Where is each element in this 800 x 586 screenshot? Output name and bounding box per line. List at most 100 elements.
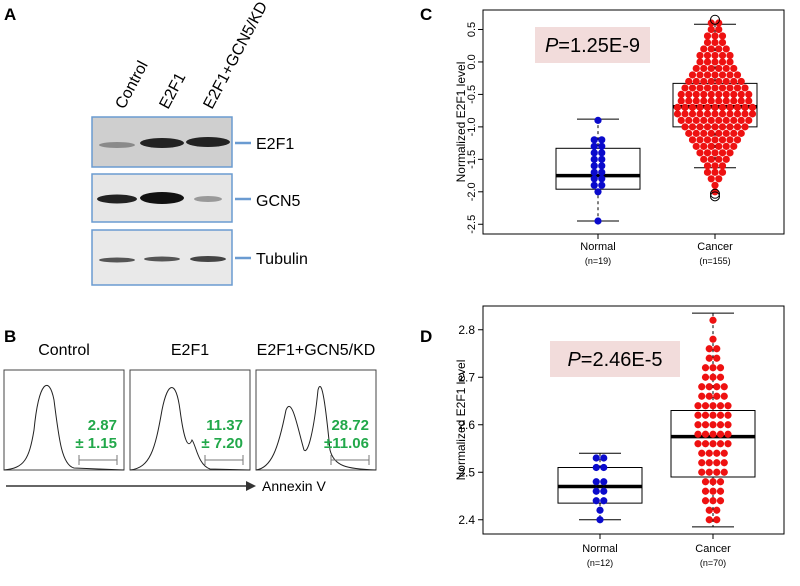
flow-panels: Control 2.87± 1.15 E2F1 11.37± 7.20 E2F1+GCN…: [3, 342, 377, 471]
data-point: [703, 168, 712, 176]
panel-label: B: [4, 327, 16, 346]
data-point: [709, 364, 717, 372]
data-point: [733, 110, 742, 118]
data-point: [745, 116, 753, 124]
data-point: [598, 168, 606, 176]
data-point: [733, 71, 742, 79]
category-note: (n=19): [585, 256, 611, 266]
data-point: [590, 181, 598, 189]
data-point: [688, 84, 697, 92]
data-point: [701, 487, 710, 495]
y-tick-label: 2.7: [458, 370, 475, 384]
data-point: [724, 411, 732, 419]
data-point: [716, 402, 725, 410]
data-point: [594, 188, 602, 196]
band-label: E2F1: [256, 136, 294, 153]
data-point: [600, 478, 608, 486]
plot-frame: [482, 305, 785, 535]
data-point: [709, 316, 717, 324]
data-point: [718, 103, 727, 111]
data-point: [685, 90, 693, 99]
data-point: [705, 392, 713, 400]
data-point: [722, 77, 730, 86]
data-point: [696, 84, 704, 92]
data-point: [698, 392, 706, 400]
data-point: [685, 129, 693, 137]
data-point: [596, 516, 604, 524]
data-point: [705, 468, 713, 476]
data-point: [707, 155, 715, 163]
histogram: [255, 386, 377, 471]
category-note: (n=70): [700, 558, 726, 568]
data-point: [716, 421, 725, 429]
data-point: [713, 449, 721, 457]
data-point: [726, 103, 734, 111]
data-point: [718, 123, 727, 131]
data-point: [696, 58, 704, 66]
data-point: [707, 77, 715, 86]
data-point: [713, 383, 721, 391]
x-tick-label: Normal: [580, 241, 615, 253]
data-point: [716, 373, 725, 381]
y-tick-label: 0.0: [466, 54, 478, 69]
data-point: [716, 487, 725, 495]
panel-label: A: [4, 5, 16, 24]
sample-name: E2F1: [171, 342, 209, 359]
data-point: [598, 181, 606, 189]
data-point: [715, 45, 723, 53]
lane-label: E2F1: [157, 70, 190, 112]
data-point: [726, 84, 734, 92]
apoptosis-error: ±11.06: [324, 435, 369, 452]
data-point: [715, 90, 723, 99]
data-point: [737, 97, 745, 105]
data-point: [709, 487, 717, 495]
data-point: [730, 64, 738, 73]
lane-label: E2F1+GCN5/KD: [201, 0, 272, 112]
data-point: [737, 116, 745, 124]
outlier: [710, 188, 720, 199]
data-point: [720, 459, 728, 467]
y-tick-label: -1.0: [466, 117, 478, 136]
data-point: [705, 506, 713, 514]
data-point: [696, 123, 704, 131]
apoptosis-value: 2.87: [88, 417, 117, 434]
y-tick-label: -2.0: [466, 182, 478, 201]
data-point: [590, 168, 598, 176]
data-point: [726, 136, 734, 144]
data-point: [703, 149, 712, 157]
data-point: [718, 168, 727, 176]
box: [555, 147, 641, 190]
data-point: [713, 516, 721, 524]
data-point: [594, 217, 602, 225]
data-point: [688, 103, 697, 111]
data-point: [692, 90, 700, 99]
data-point: [703, 58, 712, 66]
data-point: [677, 116, 685, 124]
data-point: [737, 77, 745, 86]
y-tick-label: 2.5: [458, 465, 475, 479]
data-point: [707, 116, 715, 124]
data-point: [700, 142, 708, 150]
data-point: [598, 136, 606, 144]
data-point: [733, 123, 742, 131]
p-value: P=2.46E-5: [567, 349, 662, 371]
data-point: [716, 411, 725, 419]
y-tick-label: 2.4: [458, 513, 475, 527]
data-point: [592, 463, 600, 472]
data-point: [718, 149, 727, 157]
gate: [330, 455, 370, 465]
plot-frame: [482, 9, 785, 235]
histogram: [3, 384, 125, 471]
data-point: [711, 71, 719, 79]
data-point: [701, 411, 710, 419]
data-point: [715, 25, 723, 34]
data-point: [737, 129, 745, 137]
p-text: =1.25E-9: [558, 35, 640, 57]
data-point: [718, 38, 727, 47]
data-point: [716, 364, 725, 372]
data-point: [707, 45, 715, 53]
data-point: [715, 97, 723, 105]
data-point: [692, 97, 700, 105]
data-point: [713, 354, 721, 362]
data-point: [726, 110, 734, 118]
